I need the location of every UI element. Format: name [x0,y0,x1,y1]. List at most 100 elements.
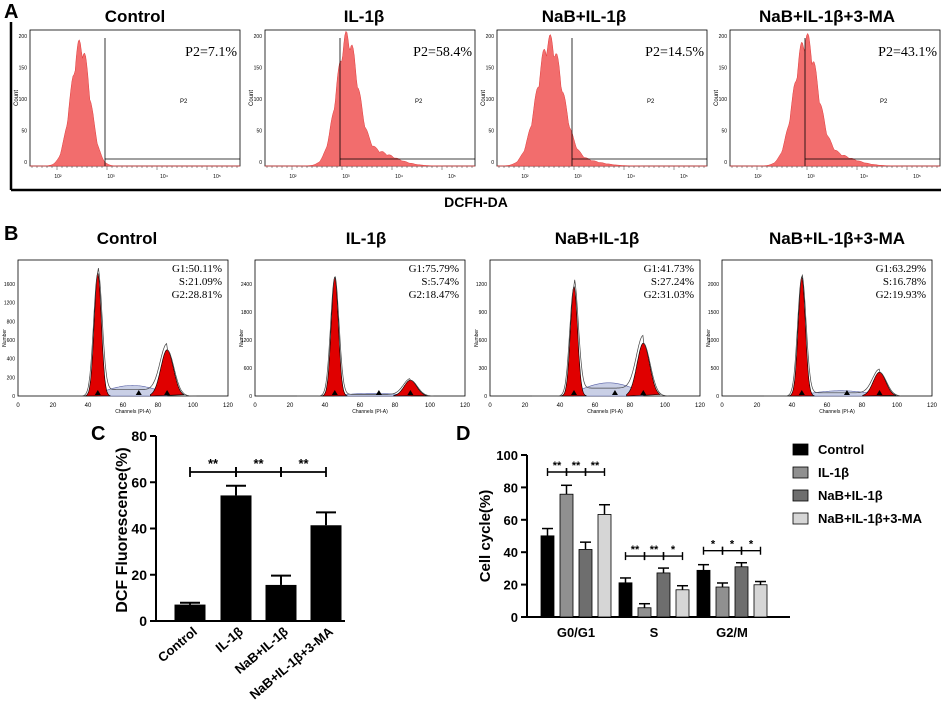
histogram-b-s-value: S:21.09% [179,276,222,288]
panel-d-sig-label: ** [553,460,562,472]
histogram-a-ytick: 50 [256,129,262,135]
panel-c-sig-label: ** [298,456,309,471]
histogram-b-ylabel: Number [706,329,712,347]
histogram-a-ytick: 200 [254,34,263,40]
histogram-a-xtick: 10⁵ [213,174,221,180]
panel-d-legend-swatch [792,466,809,479]
histogram-a-ytick: 0 [24,160,27,166]
histogram-b-g2-peak [862,371,897,397]
histogram-b-marker [94,390,101,395]
histogram-b-marker [164,390,171,395]
histogram-b-xtick: 100 [660,403,671,409]
panel-d-ytick-label: 20 [504,578,518,593]
histogram-a-p2-value: P2=7.1% [185,45,237,60]
histogram-a-xtick: 10⁵ [448,174,456,180]
histogram-b-s-value: S:27.24% [651,276,694,288]
histogram-b-4: NaB+IL-1β+3-MA 2000 1500 1000 500 0 Number 0 20 4… [706,229,938,415]
histogram-b-xtick: 60 [357,403,364,409]
histogram-a-ytick: 50 [488,129,494,135]
histogram-b-g1-value: G1:63.29% [876,263,926,275]
histogram-a-ytick: 50 [21,129,27,135]
histogram-a-ytick: 200 [486,34,495,40]
panel-d-sig-label: * [749,539,754,551]
histogram-a-xtick: 10³ [807,174,815,180]
histogram-b-xtick: 80 [859,403,866,409]
panel-c-xtick-label: IL-1β [213,624,246,655]
histogram-b-xlabel: Channels (PI-A) [352,409,388,415]
histogram-b-ytick: 1800 [241,310,252,316]
panel-c-sig-label: ** [208,456,219,471]
histogram-a-ytick: 150 [719,66,728,72]
panel-d-ytick-label: 60 [504,513,518,528]
histogram-b-envelope [764,273,901,397]
histogram-b-marker [331,390,338,395]
histogram-a-xtick: 10² [289,174,297,180]
histogram-b-g2-peak [150,349,185,397]
histogram-a-ylabel: Count [481,90,487,106]
histogram-b-marker [798,390,805,395]
panel-d-bar [597,514,612,618]
panel-d-sig-label: * [711,539,716,551]
histogram-b-s-value: S:5.74% [421,276,459,288]
histogram-b-ytick: 600 [244,366,253,372]
panel-d-legend-label: Control [818,442,864,457]
histogram-b-xtick: 80 [392,403,399,409]
histogram-b-xtick: 40 [557,403,564,409]
histogram-a-ytick: 0 [724,160,727,166]
histogram-b-xtick: 0 [488,403,492,409]
histogram-b-ytick: 0 [484,394,487,400]
histogram-b-title: NaB+IL-1β [555,229,640,248]
histogram-a-ytick: 100 [254,97,263,103]
histogram-b-marker [843,390,850,395]
histogram-b-xtick: 20 [522,403,529,409]
histogram-b-g2-value: G2:31.03% [644,289,694,301]
histogram-b-marker [611,390,618,395]
histogram-b-xtick: 80 [155,403,162,409]
histogram-b-ytick: 400 [7,357,16,363]
histogram-a-4: NaB+IL-1β+3-MA 200 150 100 50 0 Count 10² 10³ 10⁴… [714,7,941,180]
histogram-a-distribution [30,39,240,167]
histogram-a-ylabel: Count [714,90,720,106]
histogram-b-s-value: S:16.78% [883,276,926,288]
panel-d-xtick-label: S [650,625,659,640]
panel-d-bar [618,582,633,618]
histogram-a-xtick: 10² [54,174,62,180]
histogram-b-ytick: 0 [716,394,719,400]
panel-d-ytick-label: 100 [496,448,518,463]
panel-d-bar [753,584,768,618]
histogram-b-xtick: 60 [592,403,599,409]
histogram-b-xtick: 60 [824,403,831,409]
histogram-b-ytick: 1500 [708,310,719,316]
panel-d-sig-label: * [671,544,676,556]
histogram-a-ytick: 0 [259,160,262,166]
panel-c-bar [265,584,297,621]
panel-d-legend-swatch [792,512,809,525]
histogram-b-xtick: 40 [322,403,329,409]
histogram-b-ylabel: Number [474,329,480,347]
histogram-a-xtick: 10⁴ [860,174,868,180]
histogram-a-distribution [497,34,707,167]
histogram-a-xtick: 10³ [574,174,582,180]
histogram-b-xtick: 0 [16,403,20,409]
histogram-a-xtick: 10⁴ [395,174,403,180]
panel-d-xtick-label: G0/G1 [557,625,595,640]
histogram-b-g2-peak [626,342,662,397]
histogram-b-ylabel: Number [2,329,8,347]
histogram-b-marker [640,390,647,395]
histogram-a-xtick: 10⁵ [913,174,921,180]
histogram-b-xlabel: Channels (PI-A) [115,409,151,415]
histogram-b-g1-peak [561,285,587,397]
histogram-b-xtick: 120 [927,403,938,409]
histogram-b-envelope [532,279,669,397]
histogram-a-ytick: 100 [719,97,728,103]
histogram-b-xtick: 80 [627,403,634,409]
histogram-b-marker [876,390,883,395]
histogram-a-2: IL-1β 200 150 100 50 0 Count 10² 10³ 10⁴ 10⁵ P2 P2=5… [249,7,476,180]
histogram-b-ytick: 1200 [476,282,487,288]
histogram-a-gate-label: P2 [180,99,188,105]
histogram-b-title: IL-1β [346,229,387,248]
histogram-b-xtick: 100 [425,403,436,409]
histogram-a-p2-value: P2=43.1% [878,45,937,60]
histogram-b-xtick: 120 [460,403,471,409]
